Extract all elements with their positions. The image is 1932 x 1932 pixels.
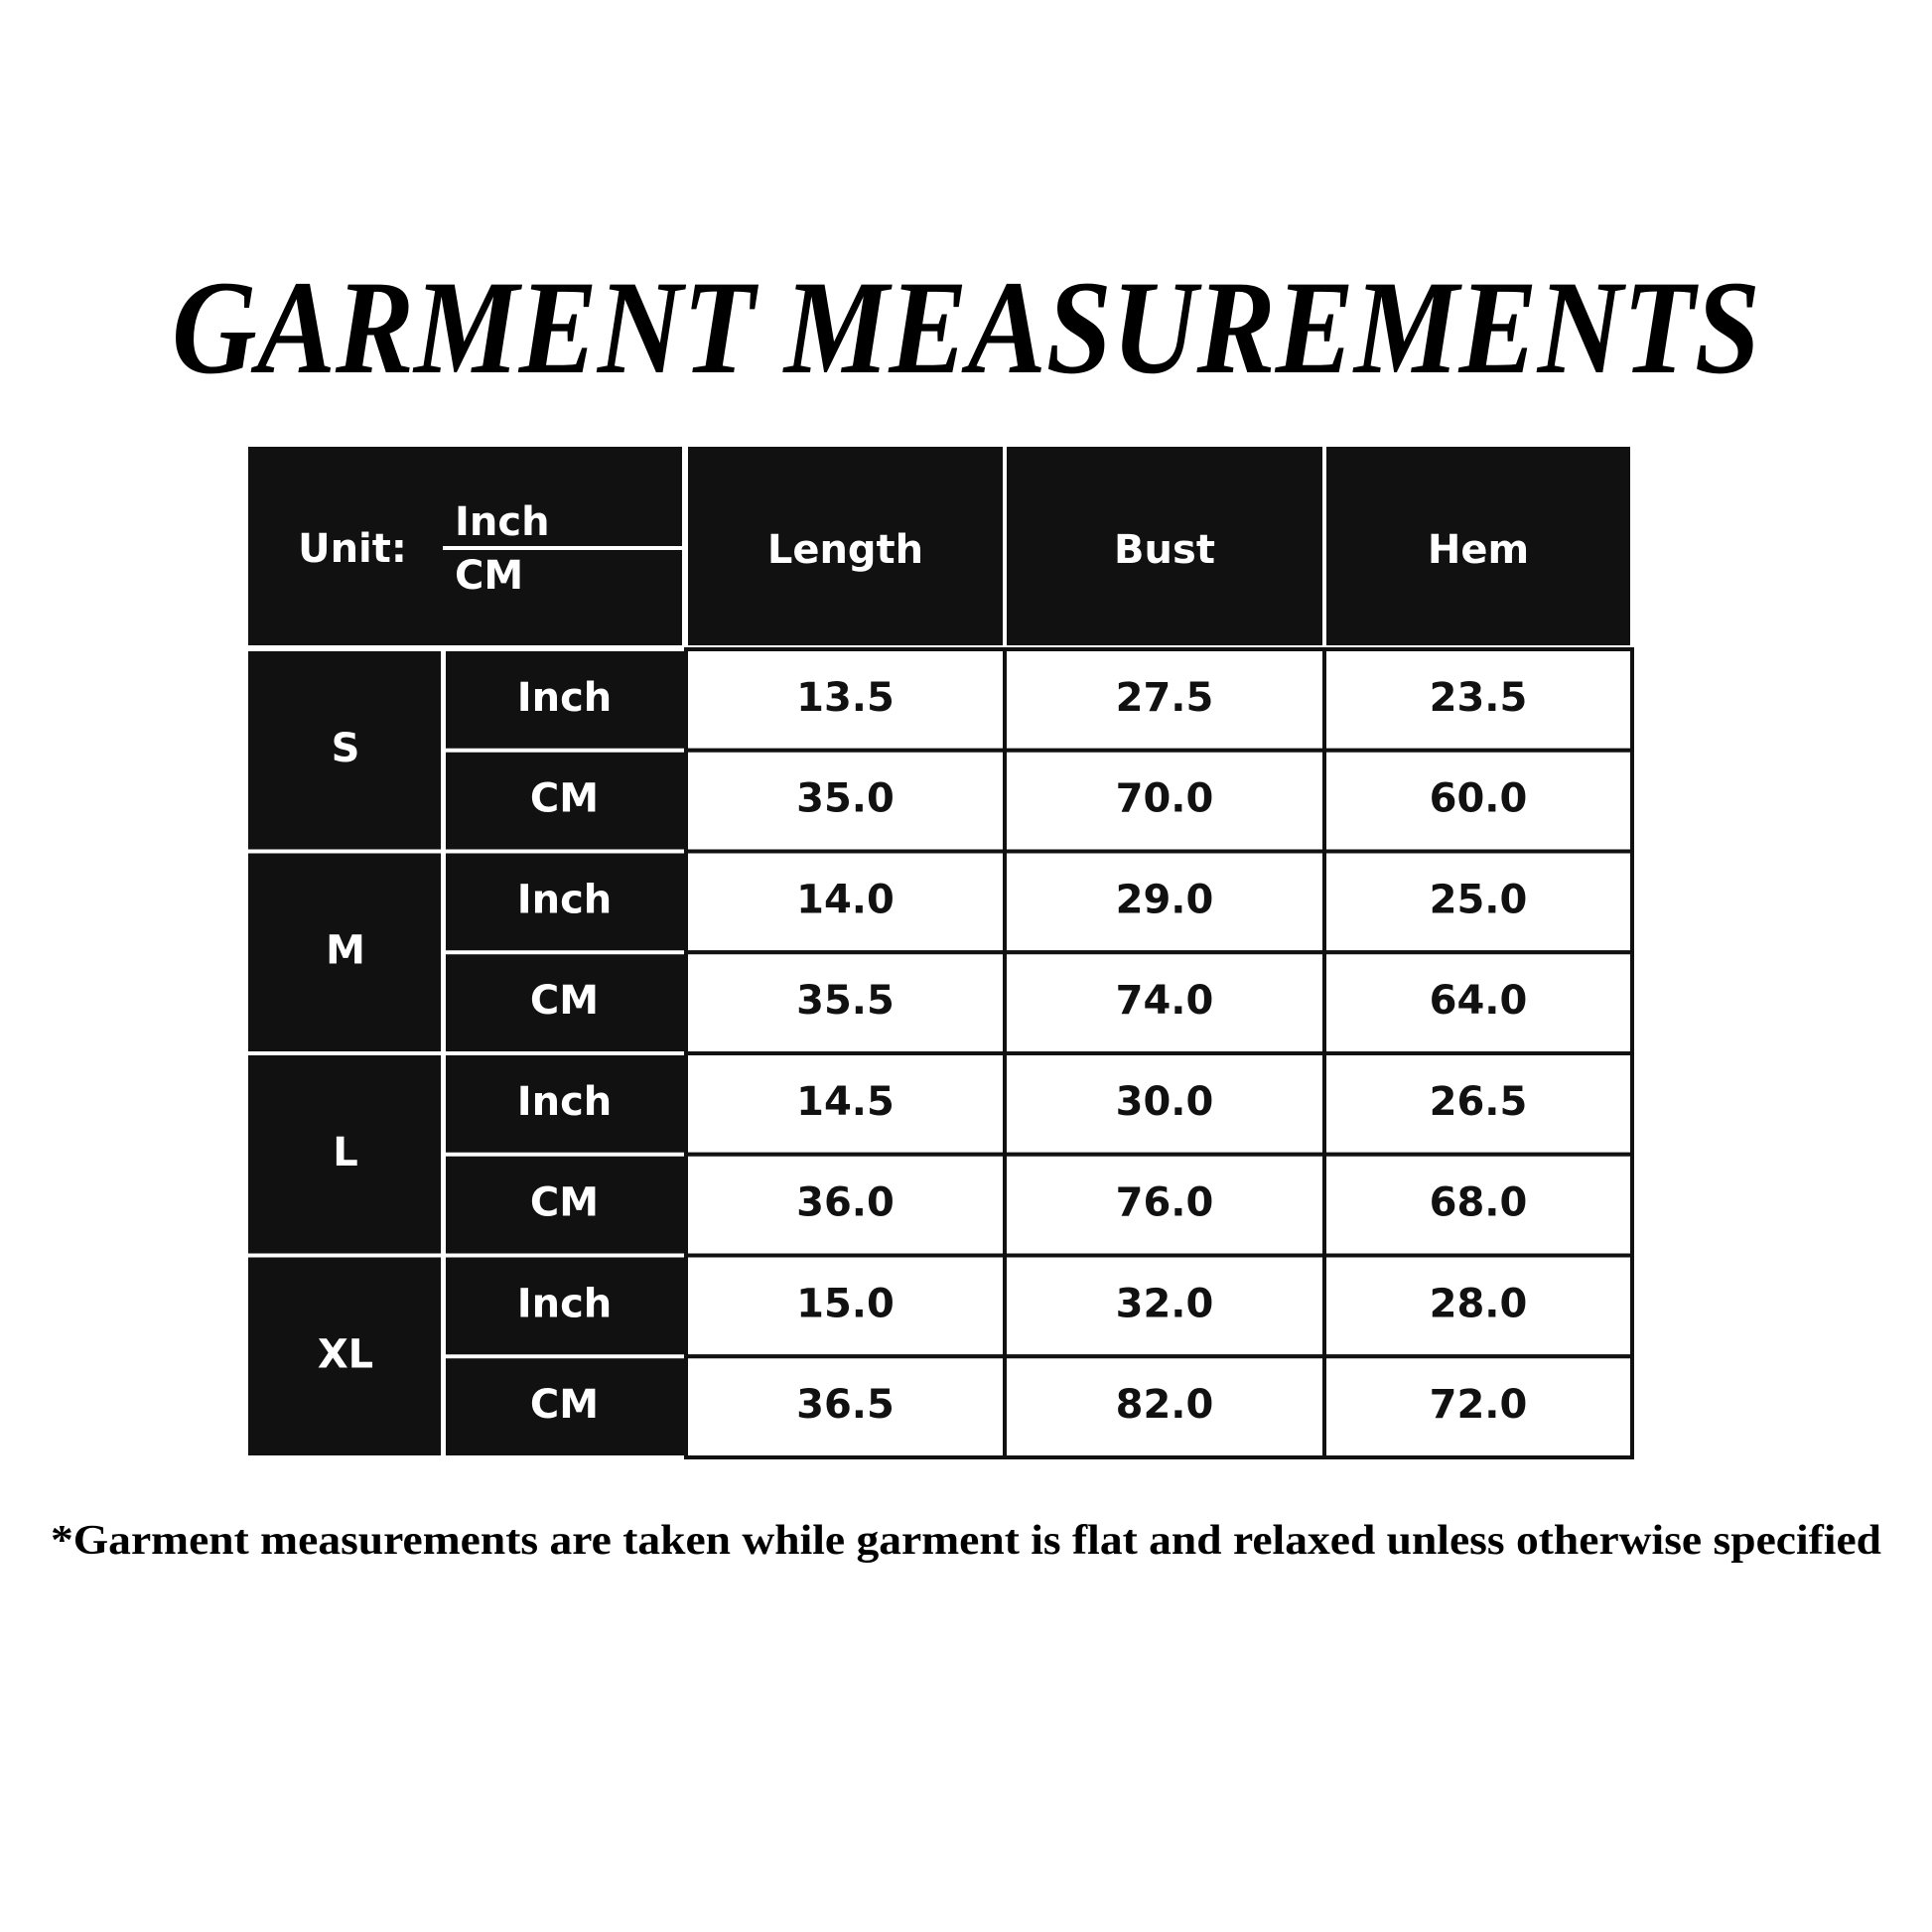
title: GARMENT MEASUREMENTS — [172, 254, 1760, 402]
value: 74.0 — [1116, 978, 1214, 1024]
unit-cell — [446, 1055, 684, 1153]
value: 35.0 — [796, 776, 895, 822]
value-cell — [1322, 1354, 1634, 1459]
value: 76.0 — [1116, 1180, 1214, 1226]
value: 32.0 — [1116, 1281, 1214, 1326]
value-cell — [1322, 748, 1634, 854]
value-cell — [684, 1152, 1007, 1258]
unit-option: CM — [455, 553, 523, 599]
value: 23.5 — [1430, 675, 1528, 721]
unit-cell — [446, 954, 684, 1051]
value: 30.0 — [1116, 1079, 1214, 1125]
size-cell — [248, 651, 441, 850]
value-cell — [684, 1354, 1007, 1459]
value-cell — [1322, 849, 1634, 955]
value: 25.0 — [1430, 877, 1528, 922]
value-cell — [1003, 950, 1326, 1055]
unit-label: Unit: — [298, 526, 407, 572]
value-cell — [1003, 1152, 1326, 1258]
unit-cell — [446, 1358, 684, 1455]
column-header: Length — [767, 527, 923, 573]
value: 36.5 — [796, 1382, 895, 1428]
unit-cell — [446, 1257, 684, 1355]
value-cell — [684, 950, 1007, 1055]
value: 29.0 — [1116, 877, 1214, 922]
unit-label: CM — [530, 1382, 599, 1428]
value-cell — [1322, 1051, 1634, 1157]
value: 14.0 — [796, 877, 895, 922]
value: 13.5 — [796, 675, 895, 721]
size-cell — [248, 1257, 441, 1455]
value: 36.0 — [796, 1180, 895, 1226]
unit-label: Inch — [517, 1079, 613, 1125]
value: 14.5 — [796, 1079, 895, 1125]
header-cell — [688, 447, 1003, 645]
unit-label: CM — [530, 776, 599, 822]
unit-cell — [446, 752, 684, 850]
unit-cell — [446, 1156, 684, 1254]
value-cell — [684, 748, 1007, 854]
unit-cell — [446, 853, 684, 951]
value: 35.5 — [796, 978, 895, 1024]
value-cell — [1003, 1253, 1326, 1359]
unit-label: Inch — [517, 675, 613, 721]
column-header: Bust — [1114, 527, 1215, 573]
value-cell — [1322, 950, 1634, 1055]
column-header: Hem — [1428, 527, 1529, 573]
value: 15.0 — [796, 1281, 895, 1326]
value-cell — [1003, 1354, 1326, 1459]
unit-label: Inch — [517, 1281, 613, 1326]
value: 64.0 — [1430, 978, 1528, 1024]
unit-option: Inch — [455, 499, 550, 545]
value: 60.0 — [1430, 776, 1528, 822]
value-cell — [1322, 1152, 1634, 1258]
value: 72.0 — [1430, 1382, 1528, 1428]
value-cell — [684, 849, 1007, 955]
size-label: S — [332, 726, 360, 771]
size-label: L — [333, 1130, 358, 1175]
value: 82.0 — [1116, 1382, 1214, 1428]
header-cell — [1007, 447, 1322, 645]
size-cell — [248, 1055, 441, 1254]
footnote: *Garment measurements are taken while ga… — [51, 1518, 1881, 1564]
header-cell — [1326, 447, 1630, 645]
unit-label: Inch — [517, 877, 613, 922]
unit-cell — [446, 651, 684, 749]
value: 28.0 — [1430, 1281, 1528, 1326]
value: 68.0 — [1430, 1180, 1528, 1226]
value: 70.0 — [1116, 776, 1214, 822]
value-cell — [1322, 1253, 1634, 1359]
value-cell — [684, 1253, 1007, 1359]
value: 26.5 — [1430, 1079, 1528, 1125]
unit-label: CM — [530, 1180, 599, 1226]
size-label: M — [326, 927, 365, 973]
unit-label: CM — [530, 978, 599, 1024]
size-label: XL — [318, 1331, 373, 1377]
value: 27.5 — [1116, 675, 1214, 721]
size-cell — [248, 853, 441, 1051]
